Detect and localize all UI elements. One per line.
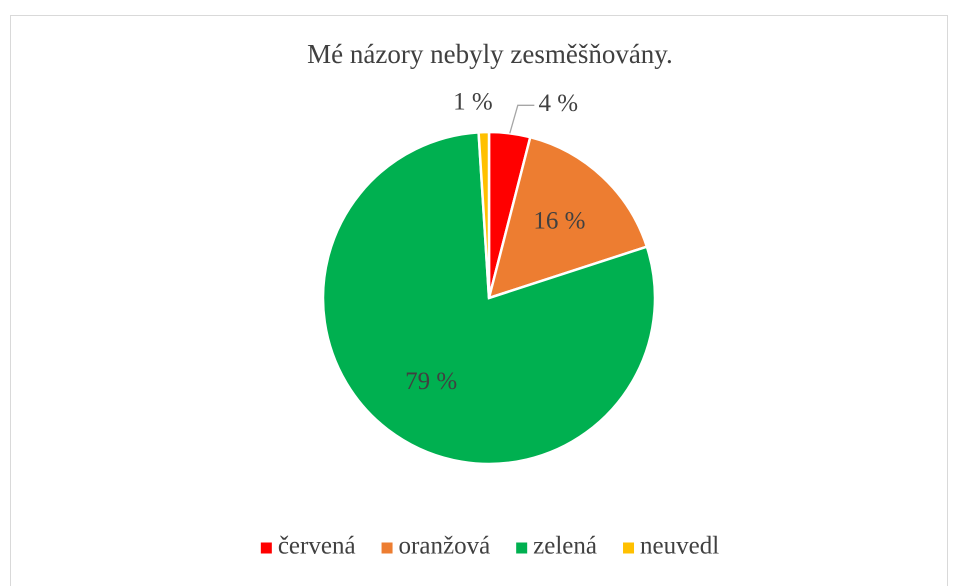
legend-label: oranžová: [399, 533, 491, 560]
legend-swatch: [516, 542, 528, 554]
pie-slice: [487, 135, 649, 300]
leader-line: [509, 104, 535, 134]
data-label: 16 %: [533, 208, 585, 235]
legend-swatch: [623, 542, 635, 554]
data-label: 1 %: [453, 89, 493, 116]
legend-label: neuvedl: [640, 533, 719, 560]
data-label: 79 %: [405, 368, 457, 395]
legend-swatch: [381, 542, 393, 554]
chart-title: Mé názory nebyly zesměšňovány.: [307, 39, 673, 69]
pie-slice: [477, 130, 491, 299]
legend-swatch: [260, 542, 272, 554]
legend-label: zelená: [533, 533, 597, 560]
data-label: 4 %: [539, 90, 579, 117]
legend-label: červená: [278, 533, 356, 560]
pie-slice: [321, 130, 657, 466]
